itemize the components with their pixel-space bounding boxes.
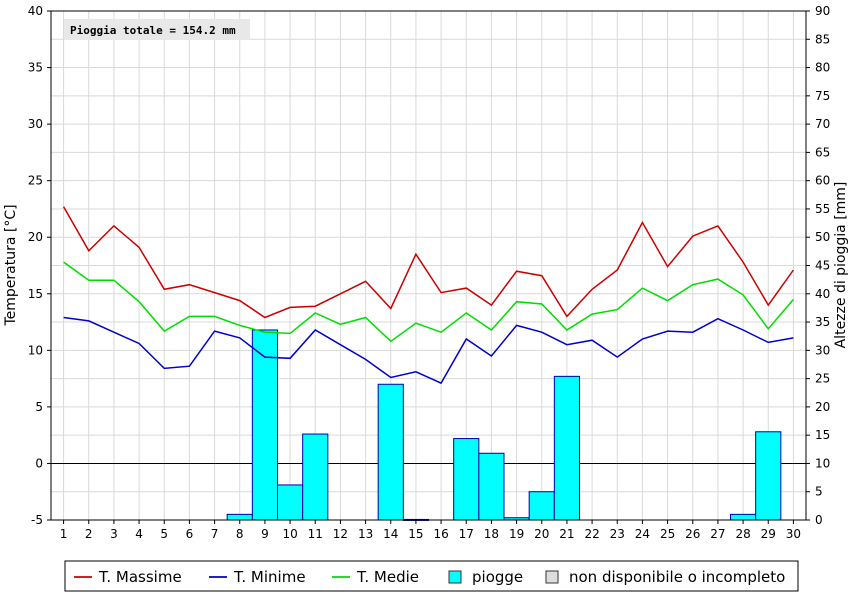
right-tick-label: 45 — [815, 259, 830, 273]
right-tick-label: 90 — [815, 4, 830, 18]
x-tick-label: 6 — [186, 527, 194, 541]
rain-bar — [755, 431, 782, 521]
legend-box-swatch — [448, 570, 462, 584]
left-axis-label: Temperatura [°C] — [3, 204, 19, 326]
legend-label: T. Medie — [356, 568, 419, 586]
x-tick-label: 12 — [333, 527, 348, 541]
right-tick-label: 5 — [815, 485, 823, 499]
right-axis-label: Altezze di pioggia [mm] — [833, 182, 849, 349]
x-tick-label: 21 — [559, 527, 574, 541]
x-tick-label: 10 — [282, 527, 297, 541]
left-tick-label: 20 — [28, 230, 43, 244]
right-tick-label: 40 — [815, 287, 830, 301]
left-tick-label: 0 — [35, 456, 43, 470]
legend-label: piogge — [472, 568, 523, 586]
x-tick-label: 7 — [211, 527, 219, 541]
rain-bar — [226, 513, 253, 521]
x-tick-label: 9 — [261, 527, 269, 541]
x-tick-label: 14 — [383, 527, 398, 541]
x-tick-label: 24 — [635, 527, 650, 541]
left-tick-label: 15 — [28, 287, 43, 301]
rain-bar — [453, 438, 480, 521]
x-tick-label: 29 — [761, 527, 776, 541]
x-tick-label: 25 — [660, 527, 675, 541]
rain-bar — [251, 329, 278, 521]
axis-ticks: -505101520253035400510152025303540455055… — [28, 4, 831, 541]
rain-bar — [478, 452, 505, 521]
x-tick-label: 19 — [509, 527, 524, 541]
right-tick-label: 10 — [815, 456, 830, 470]
x-tick-label: 8 — [236, 527, 244, 541]
legend-label: T. Minime — [233, 568, 306, 586]
legend-box-swatch — [545, 570, 559, 584]
x-tick-label: 18 — [484, 527, 499, 541]
x-tick-label: 20 — [534, 527, 549, 541]
series-line-t-medie — [63, 261, 794, 343]
series-line-t-minime — [63, 316, 794, 385]
right-tick-label: 25 — [815, 372, 830, 386]
x-tick-label: 15 — [408, 527, 423, 541]
right-tick-label: 20 — [815, 400, 830, 414]
right-tick-label: 80 — [815, 61, 830, 75]
rain-bar — [553, 375, 580, 521]
x-tick-label: 13 — [358, 527, 373, 541]
legend-label: T. Massime — [98, 568, 182, 586]
right-tick-label: 85 — [815, 32, 830, 46]
left-tick-label: 25 — [28, 174, 43, 188]
rain-total-annotation: Pioggia totale = 154.2 mm — [70, 24, 236, 37]
right-tick-label: 60 — [815, 174, 830, 188]
x-tick-label: 28 — [735, 527, 750, 541]
x-tick-label: 5 — [160, 527, 168, 541]
temperature-lines — [62, 206, 795, 385]
rain-bar — [730, 513, 757, 521]
x-tick-label: 16 — [433, 527, 448, 541]
right-tick-label: 55 — [815, 202, 830, 216]
annotation-box — [64, 19, 250, 40]
right-tick-label: 70 — [815, 117, 830, 131]
right-tick-label: 0 — [815, 513, 823, 527]
right-tick-label: 15 — [815, 428, 830, 442]
left-tick-label: 40 — [28, 4, 43, 18]
right-tick-label: 50 — [815, 230, 830, 244]
legend: T. Massime T. Minime T. Medie piogge non dis… — [64, 560, 799, 592]
left-tick-label: 5 — [35, 400, 43, 414]
rain-bars — [226, 329, 782, 521]
x-tick-label: 1 — [60, 527, 68, 541]
right-tick-label: 30 — [815, 343, 830, 357]
right-tick-label: 35 — [815, 315, 830, 329]
x-tick-label: 30 — [786, 527, 801, 541]
right-tick-label: 75 — [815, 89, 830, 103]
legend-frame — [64, 560, 799, 592]
rain-bar — [277, 484, 304, 521]
right-tick-label: 65 — [815, 145, 830, 159]
left-tick-label: -5 — [31, 513, 43, 527]
series-line-t-massime — [62, 206, 795, 319]
x-tick-label: 2 — [85, 527, 93, 541]
x-tick-label: 27 — [710, 527, 725, 541]
rain-bar — [377, 383, 404, 521]
x-tick-label: 17 — [459, 527, 474, 541]
x-tick-label: 22 — [584, 527, 599, 541]
left-tick-label: 35 — [28, 61, 43, 75]
rain-bar — [302, 433, 329, 521]
x-tick-label: 4 — [135, 527, 143, 541]
x-tick-label: 26 — [685, 527, 700, 541]
left-tick-label: 30 — [28, 117, 43, 131]
legend-label: non disponibile o incompleto — [569, 568, 785, 586]
rain-bar — [528, 491, 555, 521]
x-tick-label: 11 — [308, 527, 323, 541]
left-tick-label: 10 — [28, 343, 43, 357]
x-tick-label: 23 — [610, 527, 625, 541]
x-tick-label: 3 — [110, 527, 118, 541]
